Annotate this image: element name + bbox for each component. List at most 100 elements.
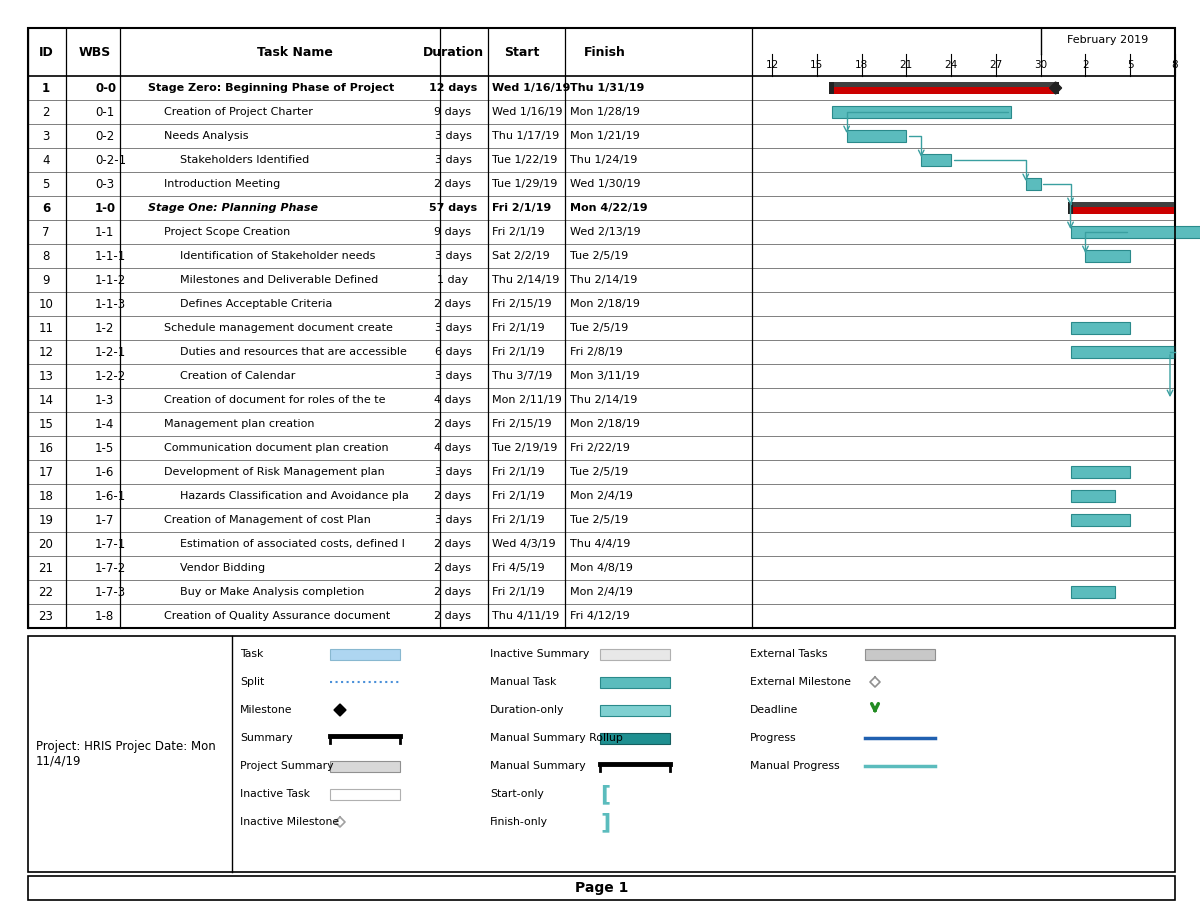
Text: Mon 1/21/19: Mon 1/21/19 [570,131,640,141]
Text: 1-7-3: 1-7-3 [95,585,126,598]
Text: 16: 16 [38,441,54,455]
FancyBboxPatch shape [28,636,1175,872]
Text: [: [ [600,784,610,804]
Text: 1-3: 1-3 [95,393,114,406]
Text: Thu 2/14/19: Thu 2/14/19 [570,275,637,285]
FancyBboxPatch shape [28,28,1175,628]
Text: Mon 2/18/19: Mon 2/18/19 [570,419,640,429]
FancyBboxPatch shape [330,789,400,800]
Text: 2 days: 2 days [434,179,472,189]
Text: Fri 2/15/19: Fri 2/15/19 [492,299,552,309]
Text: 3 days: 3 days [434,467,472,477]
Text: Project: HRIS Projec Date: Mon
11/4/19: Project: HRIS Projec Date: Mon 11/4/19 [36,740,216,768]
Text: 1-5: 1-5 [95,441,114,455]
Text: Mon 2/11/19: Mon 2/11/19 [492,395,562,405]
FancyBboxPatch shape [1070,585,1115,598]
Text: Manual Progress: Manual Progress [750,761,840,771]
Text: Fri 2/1/19: Fri 2/1/19 [492,491,545,501]
Text: Deadline: Deadline [750,705,798,715]
Text: 1-6-1: 1-6-1 [95,490,126,503]
Text: Fri 4/5/19: Fri 4/5/19 [492,563,545,573]
Text: Tue 1/22/19: Tue 1/22/19 [492,155,557,165]
Text: 5: 5 [42,177,49,190]
Text: Start: Start [504,46,540,59]
Text: Mon 2/4/19: Mon 2/4/19 [570,491,632,501]
Text: Schedule management document create: Schedule management document create [164,323,392,333]
Text: 6 days: 6 days [434,347,472,357]
Text: Project Scope Creation: Project Scope Creation [164,227,290,237]
Text: 12: 12 [38,346,54,358]
Text: Progress: Progress [750,733,797,743]
Text: Inactive Summary: Inactive Summary [490,649,589,659]
Text: Thu 1/31/19: Thu 1/31/19 [570,83,644,93]
Text: External Tasks: External Tasks [750,649,828,659]
Text: Project Summary: Project Summary [240,761,334,771]
FancyBboxPatch shape [847,130,906,142]
Text: Duration: Duration [422,46,484,59]
Text: 9: 9 [42,274,49,287]
Text: 7: 7 [42,225,49,239]
Text: Sat 2/2/19: Sat 2/2/19 [492,251,550,261]
Text: 1-1-2: 1-1-2 [95,274,126,287]
Text: Stage One: Planning Phase: Stage One: Planning Phase [148,203,318,213]
Text: Task: Task [240,649,263,659]
Text: 2 days: 2 days [434,539,472,549]
Text: 2 days: 2 days [434,299,472,309]
Text: Thu 2/14/19: Thu 2/14/19 [570,395,637,405]
Text: 5: 5 [1127,61,1134,71]
Text: ]: ] [600,812,611,832]
Text: Thu 1/17/19: Thu 1/17/19 [492,131,559,141]
Text: February 2019: February 2019 [1067,35,1148,45]
FancyBboxPatch shape [1026,177,1040,190]
Text: Management plan creation: Management plan creation [164,419,314,429]
Text: Defines Acceptable Criteria: Defines Acceptable Criteria [180,299,332,309]
FancyBboxPatch shape [832,86,1056,95]
Text: 0-2: 0-2 [95,130,114,142]
Text: 1-4: 1-4 [95,417,114,430]
Text: 20: 20 [38,538,54,550]
Text: Page 1: Page 1 [575,881,628,895]
Text: 4: 4 [42,153,49,166]
Text: Estimation of associated costs, defined l: Estimation of associated costs, defined … [180,539,404,549]
FancyBboxPatch shape [1054,82,1058,95]
FancyBboxPatch shape [330,761,400,771]
Text: 2 days: 2 days [434,491,472,501]
Text: 19: 19 [38,514,54,527]
Text: 18: 18 [854,61,868,71]
Text: 2: 2 [1082,61,1088,71]
Text: Mon 2/18/19: Mon 2/18/19 [570,299,640,309]
Text: Manual Summary: Manual Summary [490,761,586,771]
Text: Development of Risk Management plan: Development of Risk Management plan [164,467,385,477]
Text: 3 days: 3 days [434,515,472,525]
Text: 1-1-1: 1-1-1 [95,249,126,263]
FancyBboxPatch shape [1070,466,1130,478]
Text: 0-0: 0-0 [95,82,116,95]
Text: 1-7-2: 1-7-2 [95,562,126,574]
Text: Stakeholders Identified: Stakeholders Identified [180,155,310,165]
Text: Wed 4/3/19: Wed 4/3/19 [492,539,556,549]
Text: ID: ID [38,46,53,59]
Text: WBS: WBS [79,46,112,59]
Text: Buy or Make Analysis completion: Buy or Make Analysis completion [180,587,365,597]
Text: Inactive Milestone: Inactive Milestone [240,817,340,827]
Text: 1 day: 1 day [438,275,468,285]
Text: 2 days: 2 days [434,611,472,621]
Text: Tue 2/5/19: Tue 2/5/19 [570,515,629,525]
Text: Creation of Project Charter: Creation of Project Charter [164,107,313,117]
Text: Introduction Meeting: Introduction Meeting [164,179,281,189]
FancyBboxPatch shape [1070,514,1130,527]
Text: Fri 4/12/19: Fri 4/12/19 [570,611,630,621]
FancyBboxPatch shape [1070,490,1115,503]
Text: 10: 10 [38,298,54,311]
Text: 2: 2 [42,106,49,119]
Text: 22: 22 [38,585,54,598]
Text: Tue 1/29/19: Tue 1/29/19 [492,179,557,189]
Text: 1-6: 1-6 [95,466,114,479]
Text: 8: 8 [1171,61,1178,71]
Text: 3 days: 3 days [434,323,472,333]
Text: Start-only: Start-only [490,789,544,799]
Text: Duration-only: Duration-only [490,705,564,715]
Text: 1-0: 1-0 [95,201,116,214]
Text: 17: 17 [38,466,54,479]
Text: Split: Split [240,677,264,687]
